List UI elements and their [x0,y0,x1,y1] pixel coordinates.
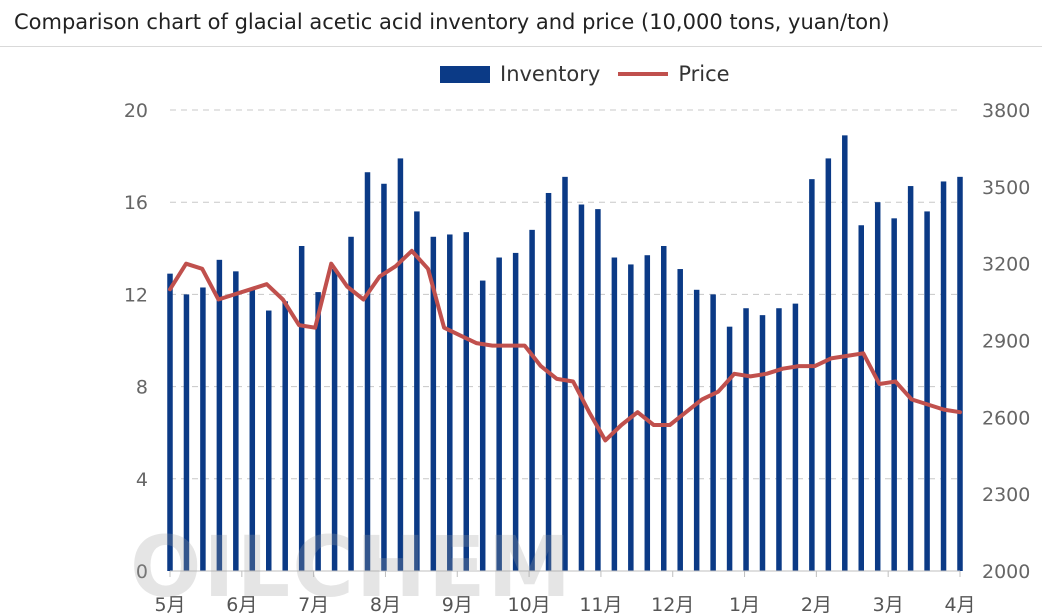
bar-inventory-23 [545,192,552,572]
bar-inventory-7 [282,301,288,571]
bar-inventory-3 [216,259,223,571]
legend-item-price[interactable]: Price [618,62,730,86]
bar-inventory-12 [364,172,371,572]
bar-inventory-16 [430,236,437,571]
y-left-tick-label-0: 0 [136,561,148,583]
bar-inventory-11 [348,236,354,571]
line-price [168,248,962,443]
bar-inventory-2 [200,287,206,571]
x-tick-label-2: 7月 [298,594,329,616]
legend-swatch-price [618,72,669,76]
y-left-tick-label-4: 16 [124,192,148,214]
bar-inventory-38 [792,303,799,571]
bar-inventory-21 [512,252,519,571]
y-right-tick-label-6: 3800 [982,100,1030,122]
bar-inventory-5 [249,287,256,571]
bar-inventory-43 [874,202,881,571]
bar-inventory-17 [447,234,453,571]
x-tick-label-4: 9月 [442,594,473,616]
legend-label-inventory: Inventory [500,62,601,86]
y-right-tick-label-0: 2000 [982,561,1030,583]
bar-inventory-25 [578,204,585,571]
x-tick-label-3: 8月 [370,594,401,616]
bar-inventory-42 [858,225,864,571]
x-tick-label-5: 10月 [507,594,550,616]
bar-inventory-48 [957,176,963,571]
bar-inventory-27 [611,257,618,571]
bar-inventory-39 [809,179,815,571]
y-left-tick-label-2: 8 [136,377,148,399]
bar-inventory-19 [479,280,486,571]
x-tick-label-11: 4月 [944,594,975,616]
bar-inventory-44 [891,218,897,571]
bar-inventory-41 [842,135,848,572]
legend-swatch-inventory [440,65,490,83]
legend: Inventory Price [440,60,748,88]
bar-inventory-32 [693,289,700,571]
chart-title: Comparison chart of glacial acetic acid … [14,10,890,34]
y-right-tick-label-2: 2600 [982,407,1030,429]
bar-inventory-20 [496,257,502,571]
bar-inventory-9 [315,292,321,571]
y-right-tick-label-4: 3200 [982,254,1030,276]
bar-inventory-33 [710,294,716,571]
legend-label-price: Price [678,62,730,86]
bar-inventory-14 [397,158,404,571]
bar-inventory-8 [298,245,305,571]
bar-inventory-26 [595,209,601,572]
bar-inventory-22 [529,229,535,572]
bar-inventory-35 [743,308,749,571]
watermark-logo: OILCHEM [130,518,574,616]
x-tick-label-0: 5月 [154,594,185,616]
title-divider [0,46,1042,47]
y-right-tick-label-3: 2900 [982,331,1030,353]
y-right-tick-label-1: 2300 [982,484,1030,506]
bar-inventory-34 [726,326,733,571]
bar-inventory-40 [825,158,832,571]
x-tick-label-7: 12月 [651,594,694,616]
bar-inventory-46 [924,211,930,572]
x-tick-label-6: 11月 [579,594,622,616]
bar-inventory-29 [644,255,651,571]
bar-inventory-30 [661,245,667,571]
y-left-tick-label-5: 20 [124,100,148,122]
bar-inventory-1 [183,294,190,571]
bar-inventory-10 [331,269,338,571]
bar-inventory-31 [677,269,683,571]
bar-inventory-18 [463,232,469,572]
x-tick-label-8: 1月 [729,594,760,616]
bar-inventory-36 [759,315,766,571]
y-right-tick-label-5: 3500 [982,177,1030,199]
bar-inventory-13 [381,183,387,571]
y-left-tick-label-1: 4 [136,469,148,491]
bar-inventory-24 [562,176,568,571]
bar-inventory-6 [266,310,272,571]
bar-inventory-0 [167,273,173,571]
x-tick-label-1: 6月 [226,594,257,616]
y-left-tick-label-3: 12 [124,284,148,306]
bar-inventory-47 [940,181,947,571]
x-tick-label-9: 2月 [801,594,832,616]
x-tick-label-10: 3月 [873,594,904,616]
bar-inventory-45 [907,186,914,571]
legend-item-inventory[interactable]: Inventory [440,62,600,86]
bar-inventory-15 [414,211,420,572]
bar-inventory-4 [233,271,239,571]
bar-inventory-37 [776,308,782,571]
